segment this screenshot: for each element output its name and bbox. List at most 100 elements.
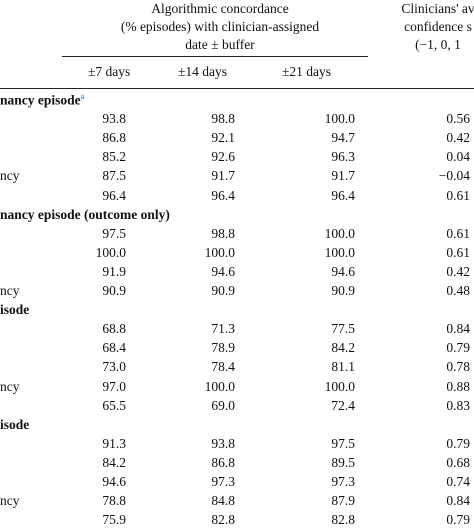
concordance-cell: 93.8 — [102, 111, 126, 127]
confidence-title-line1: Clinicians' av — [401, 1, 474, 16]
concordance-cell: 72.4 — [331, 397, 355, 413]
concordance-cell: 86.8 — [211, 454, 235, 470]
concordance-cell: 68.4 — [102, 340, 126, 356]
confidence-title-line3: (−1, 0, 1 — [415, 37, 461, 52]
section-title-text: nancy episode — [0, 92, 81, 108]
confidence-cell: 0.74 — [446, 474, 470, 489]
concordance-title-line3: date ± buffer — [185, 37, 255, 52]
concordance-cell: 93.8 — [211, 435, 235, 451]
section-title-text: isode — [0, 416, 30, 432]
concordance-cell: 96.4 — [102, 187, 126, 203]
concordance-cell: 78.8 — [102, 493, 126, 509]
section-title: isode — [0, 302, 29, 318]
confidence-cell: 0.79 — [446, 435, 470, 451]
confidence-cell: 0.56 — [446, 111, 470, 127]
concordance-cell: 100.0 — [204, 244, 235, 260]
concordance-cell: 91.7 — [211, 168, 235, 184]
concordance-cell: 100.0 — [324, 225, 355, 241]
concordance-cell: 90.9 — [331, 283, 355, 298]
concordance-cell: 75.9 — [102, 512, 126, 528]
concordance-cell: 71.3 — [211, 321, 235, 337]
confidence-cell: 0.88 — [446, 378, 470, 394]
confidence-cell: 0.84 — [446, 321, 470, 337]
header-rule-full — [0, 88, 474, 89]
concordance-cell: 98.8 — [211, 225, 235, 241]
concordance-cell: 68.8 — [102, 321, 126, 337]
concordance-cell: 96.4 — [331, 187, 355, 203]
concordance-cell: 100.0 — [204, 378, 235, 394]
concordance-cell: 94.6 — [102, 474, 126, 489]
concordance-cell: 100.0 — [324, 244, 355, 260]
concordance-title: Algorithmic concordance (% episodes) wit… — [70, 0, 370, 54]
concordance-cell: 94.6 — [331, 263, 355, 279]
section-title: isode — [0, 417, 29, 433]
concordance-cell: 73.0 — [102, 359, 126, 375]
row-label: ncy — [0, 378, 20, 394]
section-title: nancy episode (outcome only) — [0, 207, 170, 223]
concordance-cell: 100.0 — [95, 244, 126, 260]
confidence-cell: 0.42 — [446, 130, 470, 146]
concordance-cell: 69.0 — [211, 397, 235, 413]
concordance-cell: 96.4 — [211, 187, 235, 203]
confidence-title: Clinicians' av confidence s (−1, 0, 1 — [368, 0, 474, 54]
header-rule-partial — [62, 56, 368, 57]
section-title-text: nancy episode (outcome only) — [0, 206, 170, 222]
concordance-cell: 84.2 — [102, 454, 126, 470]
concordance-cell: 100.0 — [324, 378, 355, 394]
concordance-cell: 91.7 — [331, 168, 355, 184]
concordance-cell: 100.0 — [324, 111, 355, 127]
confidence-cell: 0.79 — [446, 512, 470, 528]
concordance-title-line1: Algorithmic concordance — [151, 1, 289, 16]
confidence-cell: 0.78 — [446, 359, 470, 375]
concordance-cell: 91.3 — [102, 435, 126, 451]
concordance-cell: 77.5 — [331, 321, 355, 337]
concordance-cell: 82.8 — [331, 512, 355, 528]
footnote-link[interactable]: a — [80, 92, 85, 101]
concordance-cell: 94.6 — [211, 263, 235, 279]
concordance-cell: 97.5 — [331, 435, 355, 451]
concordance-cell: 81.1 — [331, 359, 355, 375]
concordance-cell: 98.8 — [211, 111, 235, 127]
confidence-cell: 0.61 — [446, 244, 470, 260]
concordance-cell: 94.7 — [331, 130, 355, 146]
confidence-cell: −0.04 — [438, 168, 470, 184]
concordance-cell: 90.9 — [211, 283, 235, 298]
column-header-21-days: ±21 days — [282, 64, 332, 79]
column-header-14-days: ±14 days — [178, 64, 228, 79]
confidence-cell: 0.61 — [446, 225, 470, 241]
concordance-cell: 97.5 — [102, 225, 126, 241]
concordance-cell: 65.5 — [102, 397, 126, 413]
concordance-cell: 92.1 — [211, 130, 235, 146]
concordance-cell: 82.8 — [211, 512, 235, 528]
concordance-cell: 96.3 — [331, 149, 355, 165]
confidence-cell: 0.04 — [446, 149, 470, 165]
concordance-cell: 97.0 — [102, 378, 126, 394]
section-title: nancy episodea — [0, 92, 84, 109]
concordance-cell: 92.6 — [211, 149, 235, 165]
section-title-text: isode — [0, 302, 30, 318]
concordance-cell: 86.8 — [102, 130, 126, 146]
concordance-title-line2: (% episodes) with clinician-assigned — [120, 19, 320, 34]
confidence-cell: 0.83 — [446, 397, 470, 413]
concordance-cell: 78.4 — [211, 359, 235, 375]
confidence-cell: 0.84 — [446, 493, 470, 509]
confidence-cell: 0.48 — [446, 283, 470, 298]
concordance-cell: 84.2 — [331, 340, 355, 356]
row-label: ncy — [0, 283, 20, 298]
concordance-cell: 85.2 — [102, 149, 126, 165]
row-label: ncy — [0, 493, 20, 509]
confidence-title-line2: confidence s — [404, 19, 472, 34]
concordance-cell: 89.5 — [331, 454, 355, 470]
concordance-cell: 90.9 — [102, 283, 126, 298]
row-label: ncy — [0, 168, 20, 184]
concordance-cell: 87.5 — [102, 168, 126, 184]
concordance-cell: 97.3 — [331, 474, 355, 489]
confidence-cell: 0.61 — [446, 187, 470, 203]
confidence-cell: 0.42 — [446, 263, 470, 279]
concordance-cell: 87.9 — [331, 493, 355, 509]
concordance-cell: 91.9 — [102, 263, 126, 279]
column-header-7-days: ±7 days — [88, 64, 131, 79]
concordance-cell: 97.3 — [211, 474, 235, 489]
concordance-cell: 84.8 — [211, 493, 235, 509]
confidence-cell: 0.68 — [446, 454, 470, 470]
